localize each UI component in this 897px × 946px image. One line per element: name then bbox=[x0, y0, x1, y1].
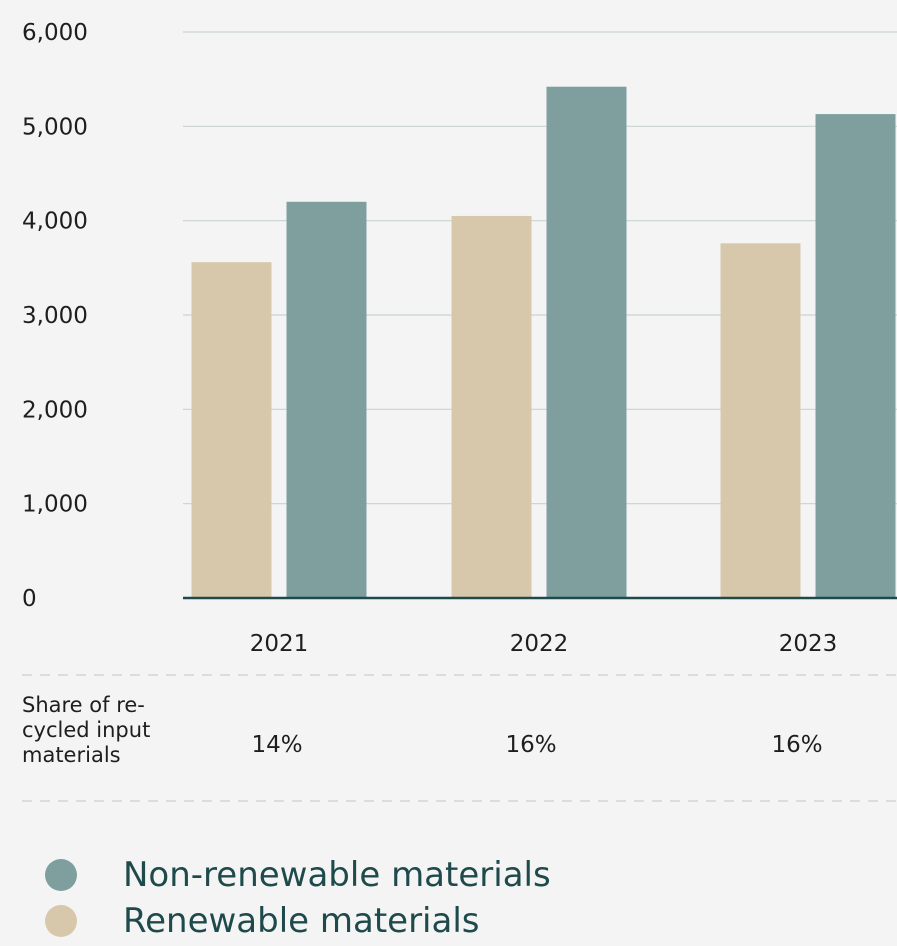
y-tick-label: 4,000 bbox=[22, 209, 88, 235]
bar-renewable-2021 bbox=[191, 262, 272, 598]
y-tick-label: 5,000 bbox=[22, 114, 88, 140]
legend-item-renewable: Renewable materials bbox=[45, 898, 551, 944]
legend-swatch-non-renewable bbox=[45, 859, 77, 891]
share-value-2022: 16% bbox=[505, 732, 556, 758]
bar-chart: 0 1,000 2,000 3,000 4,000 5,000 6,000 2021 2022 2… bbox=[22, 20, 897, 802]
share-caption-line-1: Share of re- bbox=[22, 693, 145, 717]
bar-renewable-2023 bbox=[720, 243, 801, 598]
share-caption-line-2: cycled input bbox=[22, 718, 151, 742]
legend-label-renewable: Renewable materials bbox=[123, 901, 480, 941]
share-caption: Share of re- cycled input materials bbox=[22, 693, 212, 768]
x-tick-label: 2021 bbox=[250, 631, 309, 657]
y-tick-label: 1,000 bbox=[22, 492, 88, 518]
y-tick-label: 2,000 bbox=[22, 397, 88, 423]
legend-label-non-renewable: Non-renewable materials bbox=[123, 855, 551, 895]
y-tick-label: 3,000 bbox=[22, 303, 88, 329]
legend: Non-renewable materials Renewable materi… bbox=[45, 852, 551, 944]
share-value-2021: 14% bbox=[251, 732, 302, 758]
bar-non-renewable-2023 bbox=[815, 114, 896, 598]
bar-renewable-2022 bbox=[451, 215, 532, 598]
x-tick-label: 2022 bbox=[510, 631, 569, 657]
share-value-2023: 16% bbox=[771, 732, 822, 758]
legend-swatch-renewable bbox=[45, 905, 77, 937]
bar-non-renewable-2022 bbox=[546, 86, 627, 599]
y-tick-label: 6,000 bbox=[22, 20, 88, 46]
x-tick-label: 2023 bbox=[779, 631, 838, 657]
legend-item-non-renewable: Non-renewable materials bbox=[45, 852, 551, 898]
bar-non-renewable-2021 bbox=[286, 201, 367, 599]
y-tick-label: 0 bbox=[22, 586, 37, 612]
share-caption-line-3: materials bbox=[22, 743, 121, 767]
